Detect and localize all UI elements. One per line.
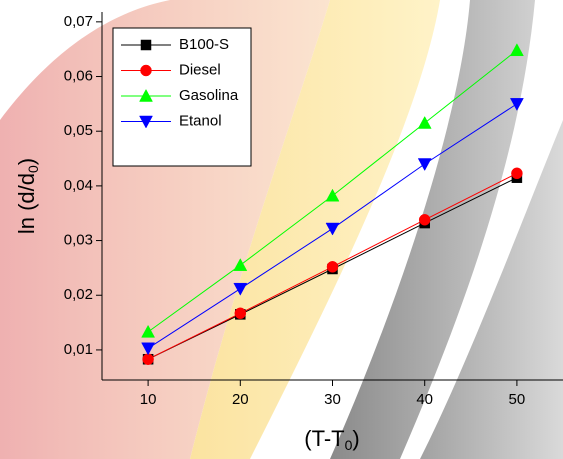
legend-label: Etanol [179,112,222,129]
y-tick-label: 0,01 [64,341,93,358]
marker [140,64,152,77]
marker [141,324,156,338]
x-tick-label: 50 [509,391,526,408]
y-tick-label: 0,06 [64,67,93,84]
legend-label: Gasolina [179,87,239,104]
marker [139,88,153,102]
legend-label: Diesel [179,61,221,78]
y-label-part: ln (d/d [14,173,39,234]
marker [326,261,339,273]
y-axis-label: ln (d/d0) [14,158,41,234]
x-tick-label: 10 [140,391,157,408]
x-label-part: (T-T [304,426,344,451]
x-label-part: ) [352,426,359,451]
y-label-part: ) [14,158,39,165]
marker [141,342,156,356]
x-tick-label: 30 [324,391,341,408]
marker [418,214,431,226]
marker [509,98,524,111]
legend: B100-S Diesel Gasolina Etanol [112,27,252,167]
y-label-sub: 0 [25,165,41,173]
y-tick-label: 0,04 [64,177,93,194]
marker [140,39,152,51]
x-axis-label: (T-T0) [304,426,359,453]
plot: 0,01 0,02 0,03 0,04 0,05 0,06 0,07 10 20 30 40 50 B1… [64,12,563,408]
marker [233,258,248,271]
y-tick-label: 0,07 [64,13,93,30]
marker [234,307,247,320]
marker [417,115,432,129]
marker [511,167,523,180]
y-tick-label: 0,02 [64,286,93,303]
x-label-sub: 0 [345,437,353,453]
marker [417,158,432,172]
marker [325,222,340,236]
legend-box [112,27,252,167]
x-tick-label: 40 [416,391,433,408]
marker [233,282,248,296]
y-tick-label: 0,03 [64,232,93,249]
y-tick-label: 0,05 [64,122,93,139]
marker [509,43,524,57]
legend-label: B100-S [179,36,229,53]
x-tick-label: 20 [232,391,249,408]
marker [142,353,154,365]
marker [139,115,153,129]
marker [325,188,340,202]
